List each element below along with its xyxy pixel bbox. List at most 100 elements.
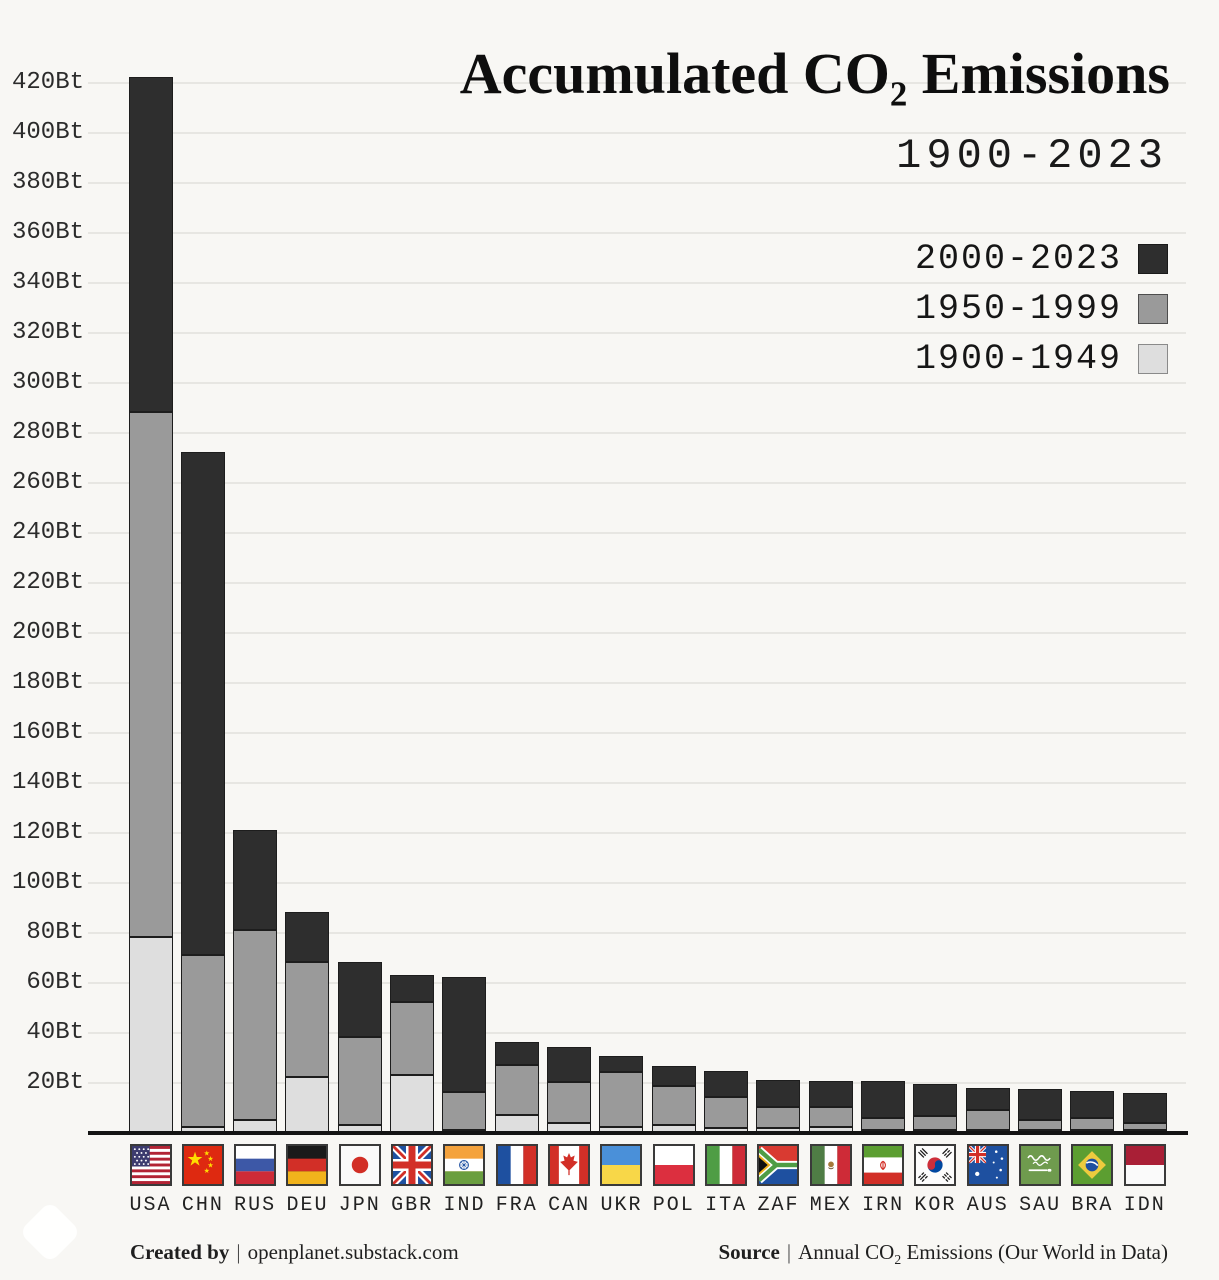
bar-segment-2000-2023 (285, 912, 330, 962)
bar-segment-1950-1999 (442, 1092, 487, 1130)
gridline (88, 232, 1186, 234)
bar-segment-2000-2023 (1018, 1089, 1063, 1121)
x-axis-label-ukr: UKR (600, 1194, 643, 1217)
y-axis-label: 340Bt (11, 269, 84, 296)
x-axis-label-fra: FRA (495, 1194, 538, 1217)
flag-can (548, 1144, 591, 1186)
flag-zaf (757, 1144, 800, 1186)
bar-segment-1950-1999 (965, 1109, 1010, 1130)
flag-ukr (600, 1144, 643, 1186)
footer-source-text: Annual CO (798, 1240, 895, 1264)
bar-segment-1950-1999 (1070, 1117, 1115, 1130)
gridline (88, 282, 1186, 284)
chart-subtitle: 1900-2023 (896, 132, 1168, 180)
legend-item: 1900-1949 (915, 334, 1168, 384)
bar-segment-1950-1999 (1122, 1122, 1167, 1130)
footer-source-label: Source (718, 1240, 780, 1264)
bar-segment-2000-2023 (808, 1080, 853, 1107)
gridline (88, 882, 1186, 884)
bar-segment-1950-1999 (285, 962, 330, 1077)
x-axis-label-kor: KOR (914, 1194, 957, 1217)
x-axis-label-zaf: ZAF (757, 1194, 800, 1217)
bar-gbr (390, 974, 435, 1132)
bar-sau (1018, 1089, 1063, 1132)
svg-text:★: ★ (207, 1155, 213, 1163)
flag-ind (443, 1144, 486, 1186)
bar-ukr (599, 1055, 644, 1132)
chart-title-subscript: 2 (889, 74, 908, 114)
gridline (88, 782, 1186, 784)
x-axis-label-jpn: JPN (338, 1194, 381, 1217)
chart-title-suffix: Emissions (907, 41, 1170, 106)
bar-segment-1950-1999 (1018, 1120, 1063, 1130)
flag-gbr (391, 1144, 434, 1186)
bar-segment-1900-1949 (128, 937, 173, 1132)
y-axis-label: 360Bt (11, 219, 84, 246)
gridline (88, 982, 1186, 984)
gridline (88, 932, 1186, 934)
y-axis-label: 140Bt (11, 769, 84, 796)
bar-segment-1950-1999 (913, 1116, 958, 1130)
y-axis-label: 300Bt (11, 369, 84, 396)
gridline (88, 832, 1186, 834)
legend-swatch (1138, 344, 1168, 374)
bar-segment-2000-2023 (390, 974, 435, 1002)
flag-irn (862, 1144, 905, 1186)
legend-swatch (1138, 244, 1168, 274)
bar-rus (233, 829, 278, 1132)
bar-segment-2000-2023 (128, 77, 173, 412)
gridline (88, 1032, 1186, 1034)
flag-mex (809, 1144, 852, 1186)
x-axis-label-chn: CHN (181, 1194, 224, 1217)
legend-label: 2000-2023 (914, 239, 1122, 279)
bar-segment-1950-1999 (704, 1097, 749, 1129)
y-axis-label: 200Bt (11, 619, 84, 646)
bar-segment-2000-2023 (337, 962, 382, 1037)
x-axis-label-sau: SAU (1019, 1194, 1062, 1217)
flag-bra (1071, 1144, 1114, 1186)
gridline (88, 132, 1186, 134)
bar-segment-1950-1999 (390, 1002, 435, 1075)
bar-idn (1122, 1093, 1167, 1132)
x-axis-label-mex: MEX (809, 1194, 852, 1217)
x-axis-label-ind: IND (443, 1194, 486, 1217)
footer-source-separator: | (786, 1240, 792, 1264)
flag-aus (966, 1144, 1009, 1186)
legend-swatch (1138, 294, 1168, 324)
bar-segment-1900-1949 (494, 1114, 539, 1132)
bar-segment-2000-2023 (756, 1079, 801, 1107)
flag-usa (129, 1144, 172, 1186)
bar-segment-2000-2023 (651, 1065, 696, 1086)
bar-segment-2000-2023 (1070, 1090, 1115, 1118)
y-axis-label: 280Bt (11, 419, 84, 446)
footer-credit-value: openplanet.substack.com (247, 1240, 459, 1264)
flag-pol (652, 1144, 695, 1186)
bar-segment-1950-1999 (756, 1107, 801, 1129)
x-axis-line (88, 1131, 1188, 1135)
y-axis-label: 320Bt (11, 319, 84, 346)
x-axis-label-bra: BRA (1071, 1194, 1114, 1217)
bar-usa (128, 77, 173, 1132)
x-axis-label-gbr: GBR (391, 1194, 434, 1217)
bar-segment-1950-1999 (337, 1037, 382, 1125)
x-axis-label-pol: POL (652, 1194, 695, 1217)
y-axis-label: 20Bt (26, 1069, 84, 1096)
svg-text:★: ★ (207, 1162, 213, 1170)
bar-segment-2000-2023 (913, 1084, 958, 1117)
gridline (88, 382, 1186, 384)
legend-label: 1950-1999 (914, 289, 1122, 329)
bar-can (547, 1047, 592, 1132)
gridline (88, 682, 1186, 684)
bar-segment-2000-2023 (965, 1088, 1010, 1110)
bar-segment-1950-1999 (494, 1064, 539, 1115)
bar-zaf (756, 1079, 801, 1132)
bar-segment-1950-1999 (128, 412, 173, 937)
bar-segment-1950-1999 (861, 1118, 906, 1130)
bar-segment-1950-1999 (547, 1082, 592, 1124)
bar-segment-1950-1999 (180, 954, 225, 1127)
flag-idn (1123, 1144, 1166, 1186)
gridline (88, 582, 1186, 584)
bar-ita (704, 1070, 749, 1132)
footer-credit-label: Created by (130, 1240, 230, 1264)
